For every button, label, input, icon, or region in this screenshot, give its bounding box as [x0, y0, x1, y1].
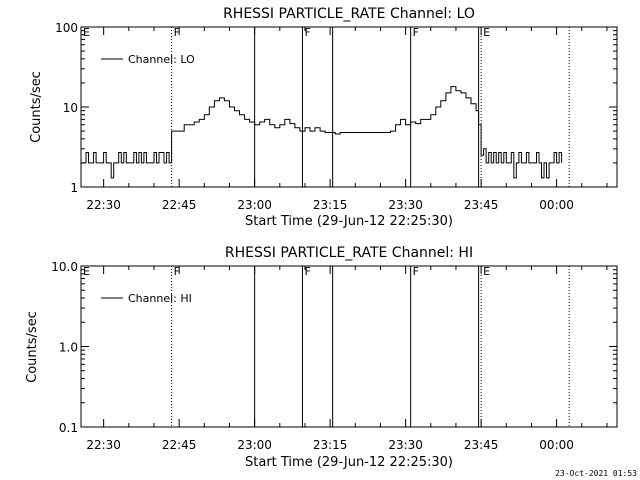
event-marker-label: F: [304, 26, 310, 39]
y-tick-label: 1: [70, 181, 78, 195]
event-marker-label: F: [413, 265, 419, 278]
x-tick-label: 22:30: [86, 438, 121, 452]
event-marker-label: E: [83, 26, 90, 39]
y-axis-label: Counts/sec: [29, 71, 44, 143]
y-axis-label: Counts/sec: [25, 311, 40, 383]
chart-title: RHESSI PARTICLE_RATE Channel: HI: [225, 245, 473, 261]
ticks-layer: 22:30 22:45 23:00 23:15 23:30 23:45 00:00 1 10 10…: [55, 21, 617, 212]
y-tick-label: 0.1: [59, 421, 78, 435]
panel-hi: RHESSI PARTICLE_RATE Channel: HI Counts/…: [25, 245, 618, 470]
y-tick-label: 10.0: [51, 260, 78, 274]
event-marker-label: F: [304, 265, 310, 278]
x-tick-label: 23:00: [237, 198, 272, 212]
x-tick-label: 23:15: [313, 198, 348, 212]
legend: Channel: LO: [101, 53, 195, 66]
x-tick-label: 23:00: [237, 438, 272, 452]
panel-lo: RHESSI PARTICLE_RATE Channel: LO Counts/…: [29, 6, 618, 229]
y-tick-label: 1.0: [59, 341, 78, 355]
x-tick-label: 00:00: [539, 198, 574, 212]
event-marker-label: F: [174, 265, 180, 278]
x-tick-label: 22:30: [86, 198, 121, 212]
timestamp-stamp: 23-Oct-2021 01:53: [555, 469, 637, 478]
legend: Channel: HI: [101, 292, 192, 305]
x-tick-label: 23:30: [388, 438, 423, 452]
event-marker-label: F: [413, 26, 419, 39]
legend-label: Channel: HI: [128, 292, 192, 305]
x-tick-label: 23:45: [464, 438, 499, 452]
x-tick-label: 00:00: [539, 438, 574, 452]
chart-title: RHESSI PARTICLE_RATE Channel: LO: [223, 6, 475, 22]
event-marker-label: F: [174, 26, 180, 39]
x-tick-label: 23:45: [464, 198, 499, 212]
x-axis-label: Start Time (29-Jun-12 22:25:30): [245, 214, 453, 229]
legend-label: Channel: LO: [128, 53, 195, 66]
x-tick-label: 23:15: [313, 438, 348, 452]
x-tick-label: 23:30: [388, 198, 423, 212]
x-tick-label: 22:45: [162, 438, 197, 452]
y-tick-label: 100: [55, 21, 78, 35]
y-tick-label: 10: [63, 101, 78, 115]
event-marker-label: E: [483, 265, 490, 278]
event-marker-label: E: [483, 26, 490, 39]
x-tick-label: 22:45: [162, 198, 197, 212]
plot-frame: [80, 265, 618, 428]
plot-frame: [80, 26, 618, 188]
x-axis-label: Start Time (29-Jun-12 22:25:30): [245, 455, 453, 470]
event-marker-label: E: [83, 265, 90, 278]
series-line-channel-lo: [81, 86, 563, 179]
